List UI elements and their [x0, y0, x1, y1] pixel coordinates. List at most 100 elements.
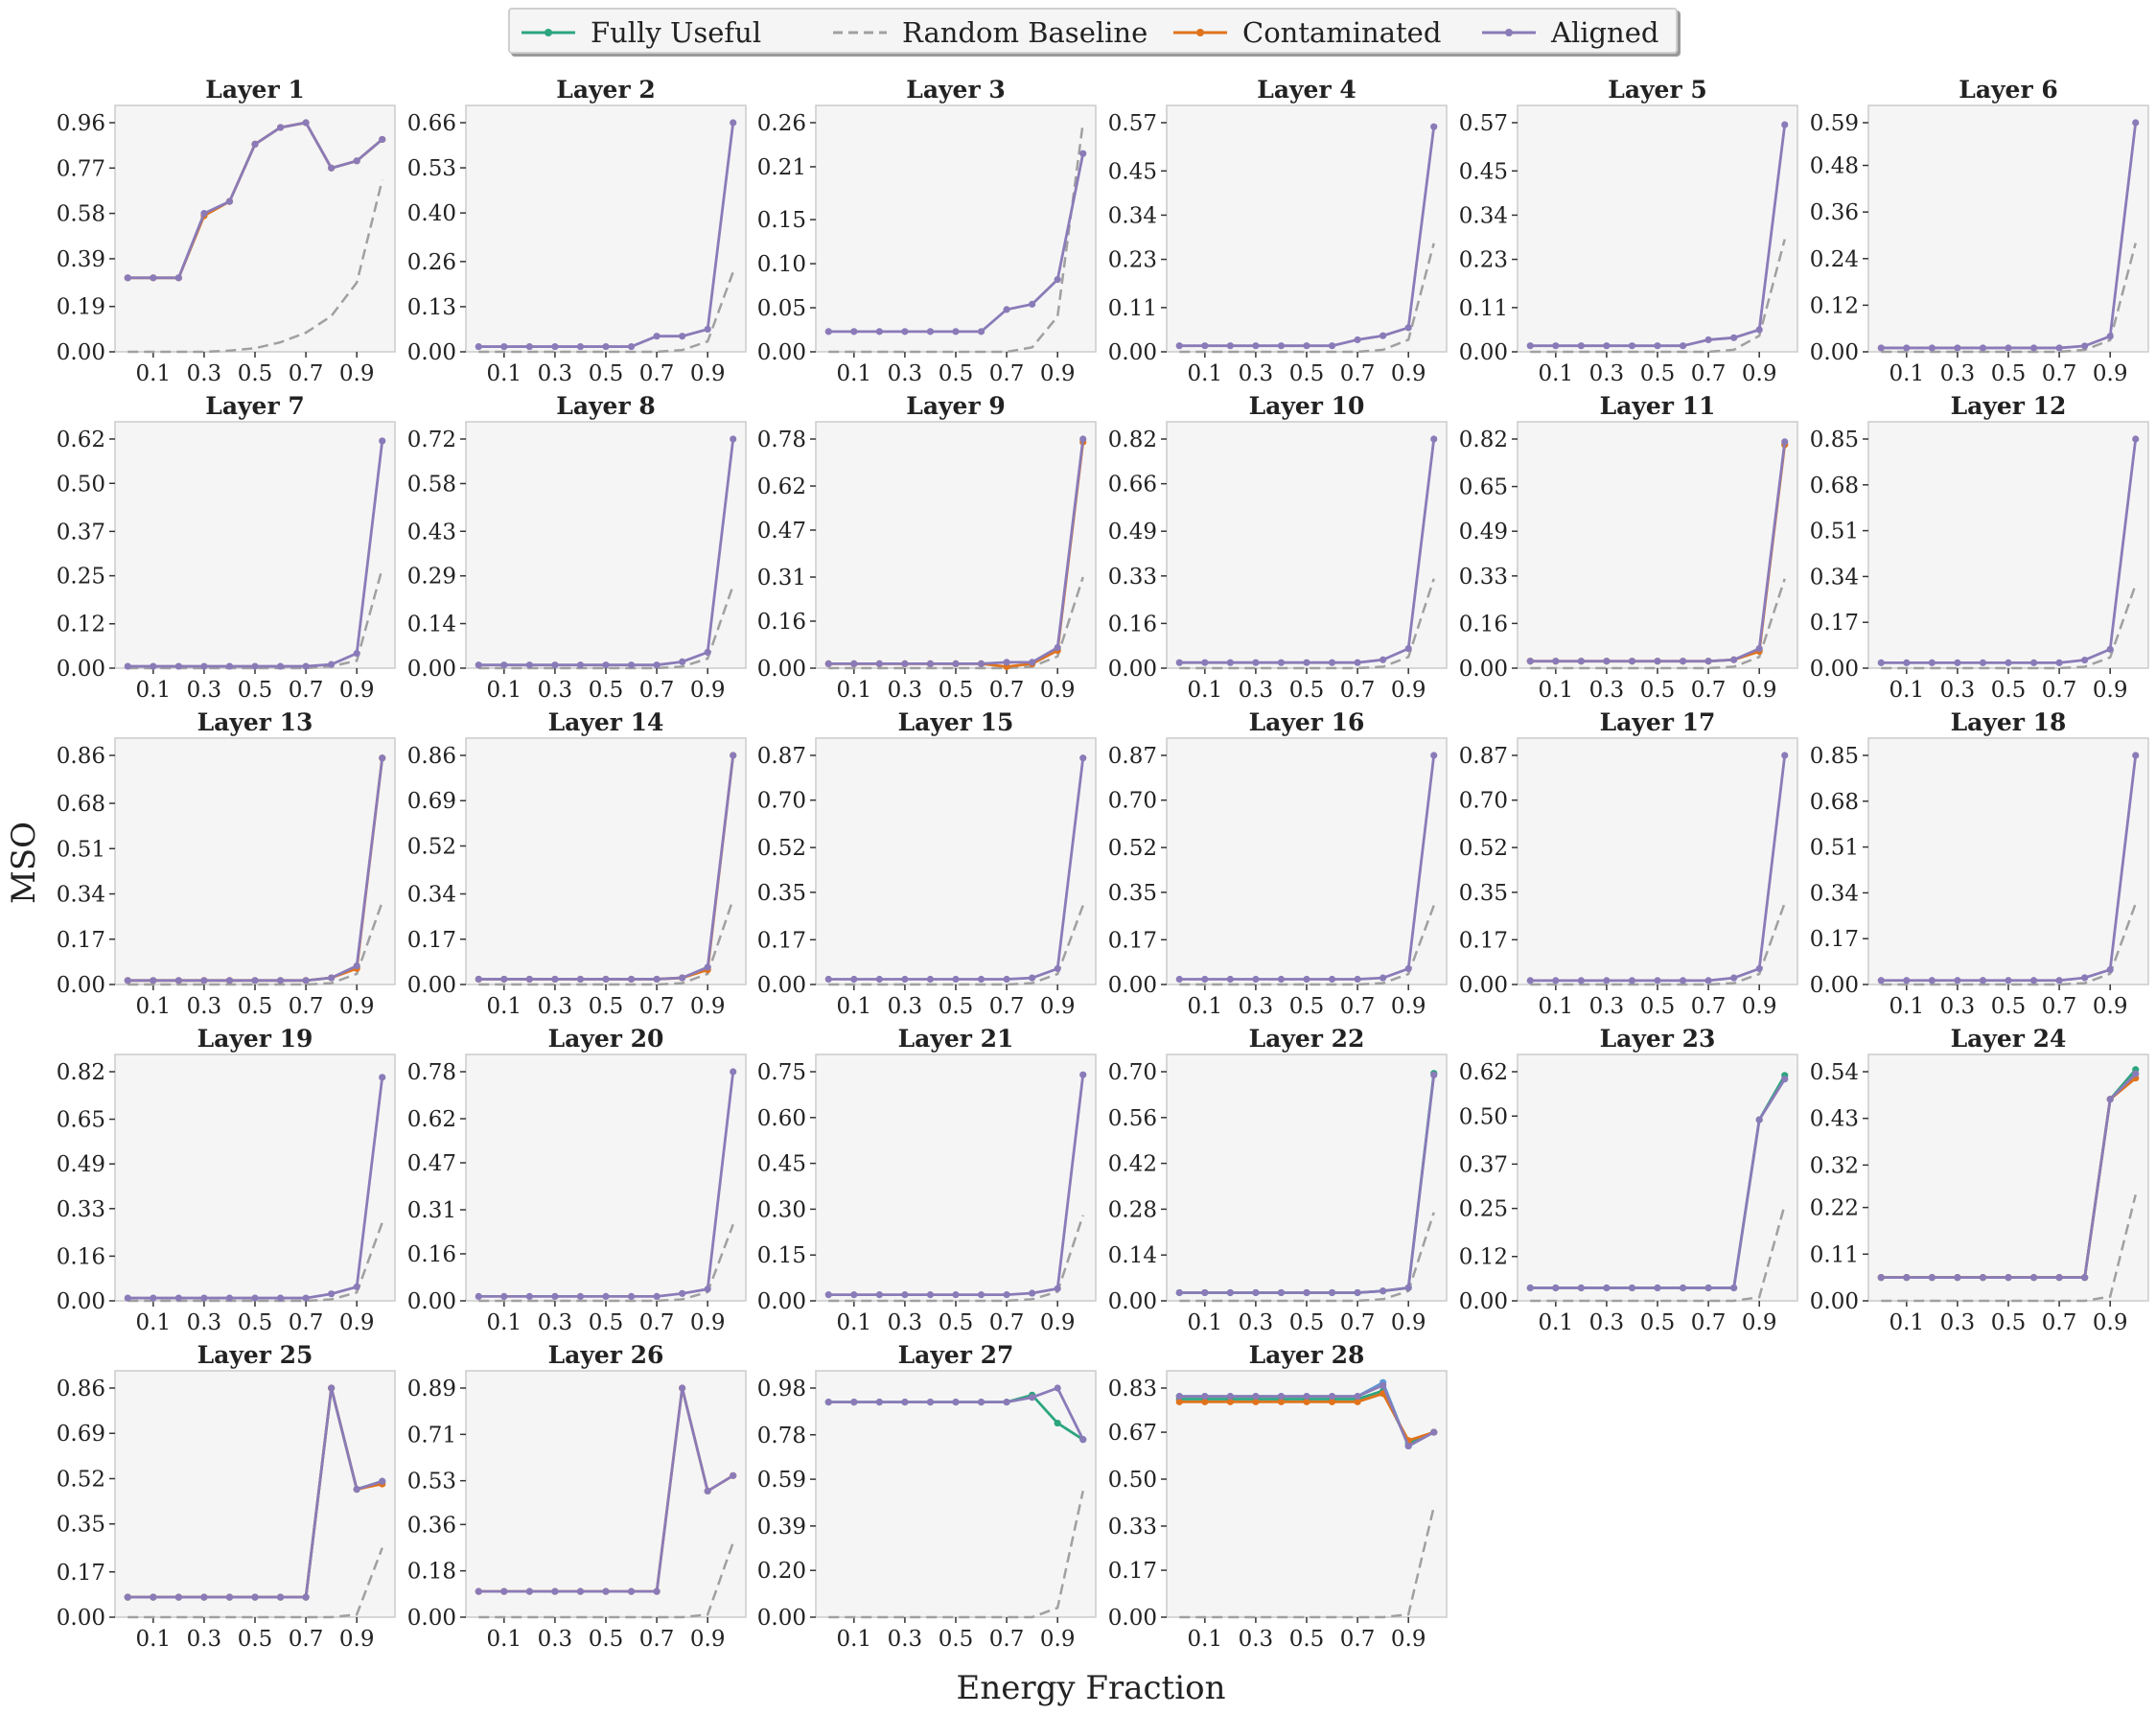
plot-area [465, 1370, 747, 1618]
plot-area [1166, 1370, 1448, 1618]
series-aligned-point [551, 1292, 559, 1301]
series-aligned-point [1201, 342, 1209, 350]
series-aligned-point [1430, 752, 1438, 759]
series-aligned-point [328, 660, 336, 668]
panel-title: Layer 5 [1608, 76, 1706, 104]
x-tick-label: 0.3 [538, 678, 573, 703]
x-tick-label: 0.7 [639, 361, 675, 386]
plot-area [1867, 104, 2149, 353]
x-tick-label: 0.5 [238, 994, 273, 1019]
series-aligned-point [2005, 659, 2012, 666]
series-aligned-point [276, 977, 285, 984]
y-tick-label: 0.00 [1459, 657, 1508, 682]
series-aligned-point [1781, 438, 1789, 446]
x-tick-label: 0.7 [2042, 1310, 2077, 1335]
panel-layer-21: Layer 21 0.00 0.15 0.30 0.45 0.60 0.75 0.1 0.3 0.… [757, 1025, 1097, 1335]
series-aligned-point [1877, 659, 1885, 666]
series-aligned-point [1979, 1274, 1987, 1282]
series-aligned-point [730, 1471, 737, 1479]
y-tick-label: 0.68 [1810, 474, 1859, 498]
panel-layer-13: Layer 13 0.00 0.17 0.34 0.51 0.68 0.86 0.1 0.3 0.… [57, 708, 396, 1019]
panel-title: Layer 7 [205, 392, 304, 420]
y-tick-label: 0.33 [1108, 565, 1157, 590]
series-aligned-point [174, 274, 182, 282]
series-aligned-point [1679, 1284, 1687, 1292]
series-aligned-point [525, 1587, 533, 1595]
series-aligned-point [1328, 975, 1336, 984]
series-aligned-point [302, 1593, 310, 1601]
x-tick-label: 0.9 [690, 678, 726, 703]
x-tick-label: 0.1 [136, 1627, 172, 1652]
y-tick-label: 0.00 [757, 340, 806, 365]
series-aligned-point [926, 1399, 935, 1406]
y-tick-label: 0.34 [407, 883, 456, 908]
x-tick-label: 0.7 [989, 1310, 1025, 1335]
series-aligned-point [1029, 300, 1036, 308]
y-tick-label: 0.39 [57, 247, 105, 272]
series-aligned-point [653, 333, 661, 340]
x-tick-label: 0.7 [1691, 361, 1727, 386]
y-tick-label: 0.34 [1810, 565, 1859, 590]
x-tick-label: 0.5 [589, 994, 624, 1019]
y-tick-label: 0.65 [57, 1108, 105, 1133]
panel-layer-22: Layer 22 0.00 0.14 0.28 0.42 0.56 0.70 0.1 0.3 0.… [1108, 1025, 1448, 1335]
y-tick-label: 0.12 [57, 613, 105, 637]
series-random-baseline [1530, 1204, 1786, 1303]
x-tick-label: 0.5 [1640, 1310, 1676, 1335]
y-tick-label: 0.48 [1810, 154, 1859, 179]
series-aligned-point [2029, 977, 2038, 984]
y-tick-label: 0.00 [757, 1606, 806, 1631]
series-aligned-point [302, 662, 310, 670]
panel-title: Layer 2 [556, 76, 655, 104]
series-aligned-point [1781, 1076, 1789, 1083]
plot-area [1867, 1054, 2149, 1302]
series-aligned-point [653, 661, 661, 669]
series-aligned-point [1577, 1284, 1585, 1292]
x-tick-label: 0.9 [1391, 361, 1426, 386]
y-tick-label: 0.05 [757, 296, 806, 321]
series-aligned-point [1226, 1288, 1234, 1297]
series-aligned-point [2106, 1096, 2114, 1103]
series-aligned-point [1079, 435, 1087, 443]
plot-area [1517, 104, 1798, 353]
series-aligned-point [1928, 1274, 1936, 1282]
series-aligned-point [1354, 1393, 1361, 1401]
series-aligned-point [875, 975, 883, 984]
x-tick-label: 0.5 [939, 1627, 974, 1652]
y-tick-label: 0.52 [1108, 836, 1157, 861]
y-tick-label: 0.17 [57, 1561, 105, 1586]
series-aligned-point [328, 1384, 336, 1392]
series-contaminated-point [1226, 1398, 1234, 1405]
series-aligned-point [2081, 342, 2089, 350]
series-contaminated-point [1277, 1398, 1286, 1405]
series-aligned-point [379, 135, 386, 144]
series-aligned-point [551, 342, 559, 351]
y-tick-label: 0.13 [407, 295, 456, 320]
series-aligned-point [977, 1291, 985, 1299]
plot-area [815, 1054, 1097, 1302]
series-aligned-point [2106, 333, 2114, 340]
series-aligned-point [1029, 659, 1036, 666]
panel-title: Layer 3 [906, 76, 1005, 104]
panel-title: Layer 27 [898, 1341, 1014, 1369]
series-random-baseline [128, 179, 383, 354]
x-tick-label: 0.1 [1188, 1627, 1223, 1652]
x-tick-label: 0.3 [888, 1627, 923, 1652]
series-aligned-point [225, 197, 234, 205]
y-tick-label: 0.83 [1108, 1377, 1157, 1401]
y-tick-label: 0.11 [1108, 296, 1157, 321]
series-aligned-point [977, 1399, 985, 1406]
series-random-baseline [1179, 578, 1435, 670]
series-contaminated-point [1354, 1398, 1361, 1405]
y-tick-label: 0.11 [1459, 296, 1508, 321]
y-tick-label: 0.66 [407, 111, 456, 136]
x-tick-label: 0.7 [639, 994, 675, 1019]
series-random-baseline [128, 901, 383, 986]
y-tick-label: 0.16 [1459, 612, 1508, 637]
panel-title: Layer 13 [197, 708, 313, 736]
y-tick-label: 0.00 [757, 973, 806, 998]
series-aligned-point [1354, 659, 1361, 666]
series-random-baseline [1530, 239, 1786, 354]
y-tick-label: 0.45 [757, 1152, 806, 1177]
x-tick-label: 0.5 [1991, 678, 2027, 703]
